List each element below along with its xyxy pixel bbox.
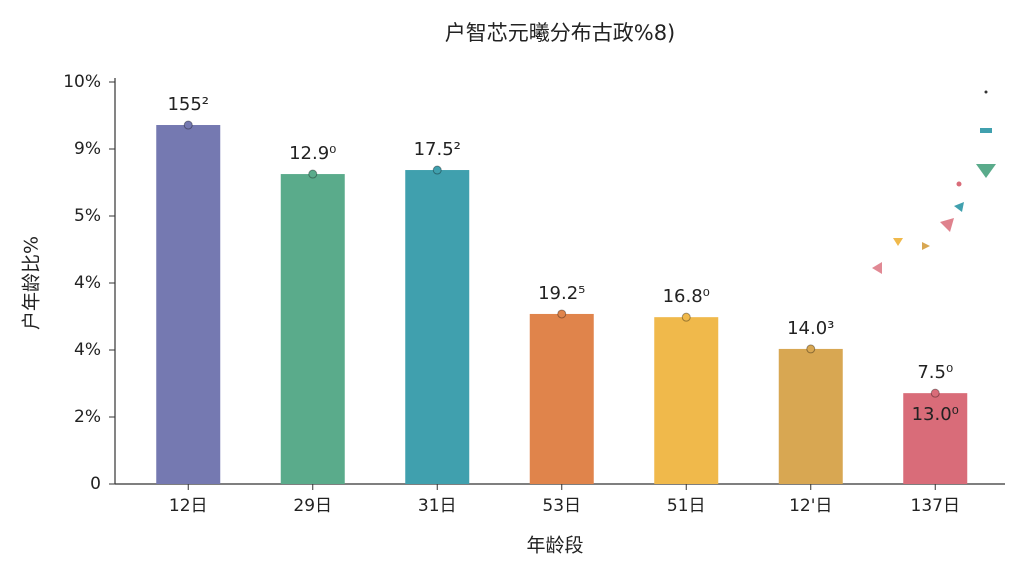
- x-tick-label: 53日: [542, 496, 581, 516]
- bar-dot: [806, 344, 816, 354]
- x-tick-label: 12'日: [789, 496, 832, 516]
- bar: [529, 313, 594, 484]
- bar: [903, 393, 968, 484]
- bar: [405, 170, 470, 484]
- y-tick-label: 2%: [74, 407, 101, 427]
- y-axis-label: 户年龄比%: [21, 236, 43, 330]
- y-tick-label: 9%: [74, 139, 101, 159]
- value-label: 17.5²: [414, 139, 461, 160]
- y-tick-label: 10%: [63, 72, 101, 92]
- bar-dot: [183, 120, 193, 130]
- x-tick-label: 29日: [293, 496, 332, 516]
- bar-dot: [308, 169, 318, 179]
- value-label: 16.8⁰: [663, 286, 710, 307]
- x-tick-label: 12日: [169, 496, 208, 516]
- value-label: 19.2⁵: [538, 283, 585, 304]
- bar-dot: [557, 309, 567, 319]
- x-tick-label: 31日: [418, 496, 457, 516]
- value-label: 155²: [167, 94, 209, 115]
- value-label: 7.5⁰: [917, 362, 953, 383]
- bar: [654, 317, 719, 484]
- value-label: 12.9⁰: [289, 143, 336, 164]
- x-tick-label: 51日: [667, 496, 706, 516]
- confetti: [872, 90, 996, 274]
- bar: [280, 174, 345, 485]
- value-label: 14.0³: [787, 318, 834, 339]
- bar-dot: [930, 388, 940, 398]
- y-tick-label: 0: [90, 474, 101, 494]
- bar-dot: [681, 312, 691, 322]
- y-tick-label: 4%: [74, 273, 101, 293]
- bar: [156, 125, 221, 484]
- bar: [778, 348, 843, 484]
- y-tick-label: 4%: [74, 340, 101, 360]
- y-tick-label: 5%: [74, 206, 101, 226]
- chart-title: 户智芯元曦分布古政%8): [445, 21, 676, 45]
- x-tick-label: 137日: [911, 496, 960, 516]
- x-axis-label: 年龄段: [526, 535, 583, 557]
- bar-dot: [432, 165, 442, 175]
- annotation: 13.0⁰: [912, 404, 959, 425]
